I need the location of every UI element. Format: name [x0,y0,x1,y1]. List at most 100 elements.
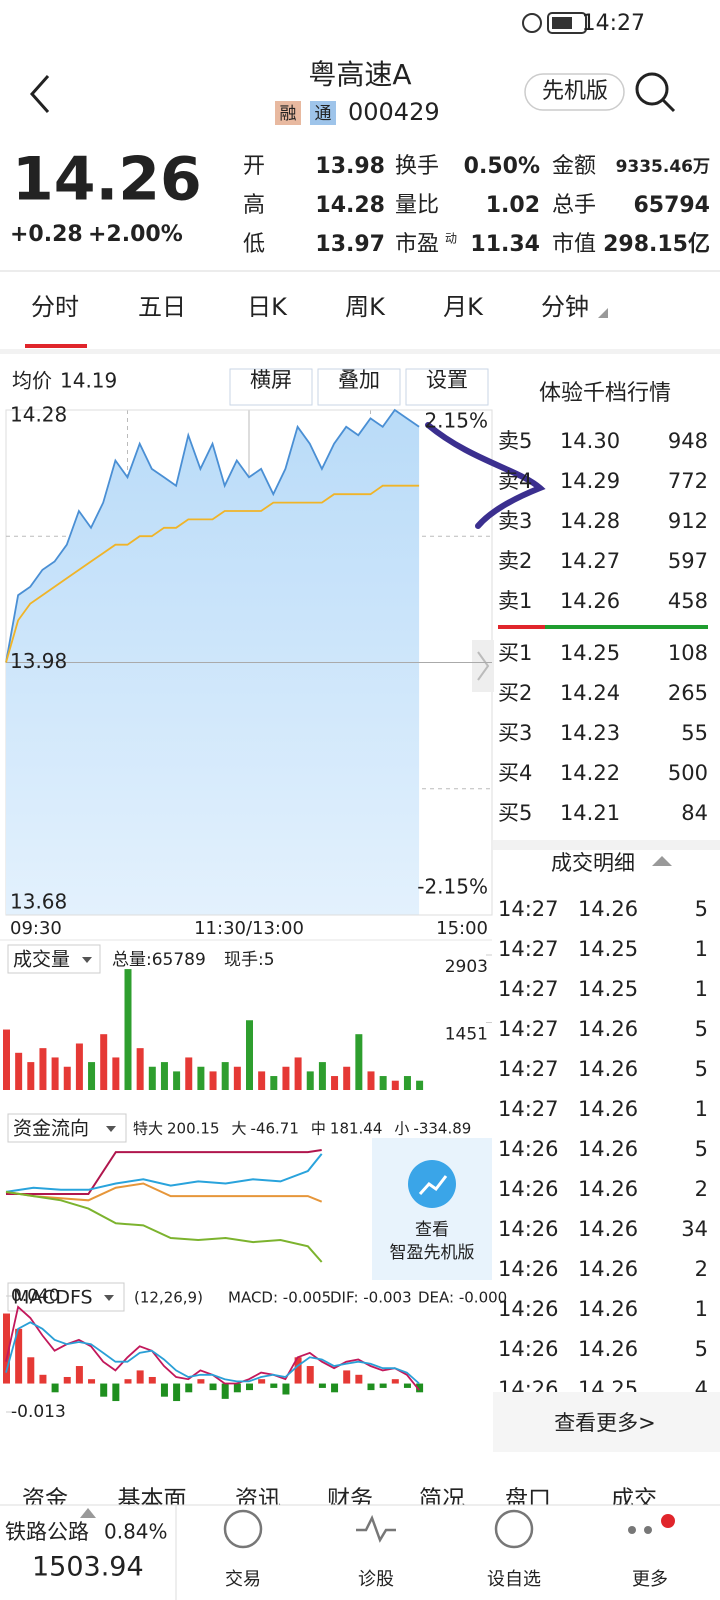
bid-volume: 84 [681,801,708,825]
macd-bar [391,1379,399,1384]
ask-volume: 912 [668,509,708,533]
change-pct: +2.00% [88,222,183,247]
stat-value: 9335.46万 [616,157,710,177]
flow-legend-name: 大 [232,1120,247,1138]
trade-price: 14.25 [578,1377,638,1401]
bid-price: 14.22 [560,761,620,785]
volume-bar [246,1020,253,1090]
tab[interactable]: 分钟 [541,293,589,321]
avg-label: 均价 [12,369,52,393]
tab[interactable]: 月K [443,293,484,321]
right-label: 2.15% [424,409,488,433]
trade-price: 14.26 [578,1017,638,1041]
nav-icon[interactable] [356,1514,396,1543]
expand-tab[interactable] [472,640,494,692]
trade-time: 14:26 [498,1137,559,1161]
macd-bar [403,1383,411,1388]
nav-icon[interactable] [644,1526,652,1534]
tab[interactable]: 周K [345,293,386,321]
bid-price: 14.25 [560,641,620,665]
ask-price: 14.30 [560,429,620,453]
pro-button[interactable] [524,73,625,111]
chart-button-label[interactable]: 设置 [426,368,468,392]
nav-label[interactable]: 设自选 [487,1569,541,1590]
trade-volume: 5 [695,1017,708,1041]
price: 14.26 [12,145,202,215]
macd-bar [185,1383,193,1393]
back-button[interactable] [29,75,50,113]
bid-volume: 500 [668,761,708,785]
collapse-arrow[interactable] [652,856,672,866]
macd-bar [148,1376,156,1384]
nav-icon[interactable] [628,1526,636,1534]
volume-bar [294,1057,302,1090]
promo-text[interactable]: 查看 [415,1220,449,1240]
promo-glyph [418,1175,448,1196]
chart-button[interactable] [317,368,401,406]
volume-bar [209,1071,217,1090]
volume-total: 总量:65789 [112,950,206,970]
more-button[interactable]: 查看更多> [554,1411,656,1435]
flow-legend-value: 200.15 [167,1120,220,1138]
flow-legend-name: 小 [394,1120,409,1138]
macd-bar [318,1383,326,1388]
battery [547,12,587,34]
tab[interactable]: 分时 [31,293,79,321]
ask-volume: 772 [668,469,708,493]
trade-time: 14:26 [498,1257,559,1281]
macd-bar [39,1374,47,1384]
trade-volume: 1 [695,977,708,1001]
chart-button-label[interactable]: 叠加 [338,368,380,392]
macd-bar [233,1383,241,1393]
trade-volume: 1 [695,1097,708,1121]
nav-label[interactable]: 诊股 [358,1569,394,1590]
ask-price: 14.29 [560,469,620,493]
volume-bar [148,1066,156,1090]
nav-label[interactable]: 交易 [225,1569,261,1590]
ask-label: 卖1 [498,589,532,613]
trade-volume: 2 [695,1257,708,1281]
dropdown-arrow [82,957,92,963]
macd-params: (12,26,9) [134,1289,203,1307]
chart-button-label[interactable]: 横屏 [250,368,292,392]
volume-bar [391,1080,399,1090]
tag-bg [275,101,301,125]
trade-volume: 5 [695,1057,708,1081]
volume-bar [51,1057,59,1090]
trade-volume: 1 [695,1297,708,1321]
tab[interactable]: 日K [247,293,288,321]
nav-icon[interactable] [223,1509,263,1549]
search-button[interactable] [635,72,669,106]
macd-bar [416,1383,424,1393]
volume-bar [39,1048,47,1090]
stat-value: 298.15亿 [603,232,710,257]
indicator-title: MACDFS [13,1287,93,1309]
stat-label: 高 [243,193,265,218]
trade-price: 14.26 [578,1057,638,1081]
volume-bar [379,1076,387,1090]
trade-price: 14.26 [578,1097,638,1121]
more-button-bg[interactable] [493,1392,720,1452]
stat-label: 总手 [552,193,596,218]
macd-bar [75,1366,83,1384]
indicator-title: 成交量 [13,949,70,971]
indicator-select[interactable] [7,1282,125,1312]
nav-icon[interactable] [494,1509,534,1549]
pro-button-label[interactable]: 先机版 [542,79,608,104]
macd-bar [100,1383,108,1397]
stat-value: 65794 [633,193,710,218]
flow-legend-value: -334.89 [413,1120,471,1138]
tab[interactable]: 五日 [138,293,186,321]
indicator-select[interactable] [7,1113,127,1143]
order-book-title[interactable]: 体验千档行情 [539,381,671,406]
nav-label[interactable]: 更多 [632,1569,668,1590]
volume-bar [403,1076,411,1090]
chart-button[interactable] [229,368,313,406]
chart-button[interactable] [405,368,489,406]
stat-label: 低 [243,232,265,257]
bid-volume: 55 [681,721,708,745]
trades-title[interactable]: 成交明细 [551,851,635,875]
volume-bar [270,1076,278,1090]
promo-text[interactable]: 智盈先机版 [390,1243,475,1263]
y-tick-label: 2903 [445,957,488,977]
